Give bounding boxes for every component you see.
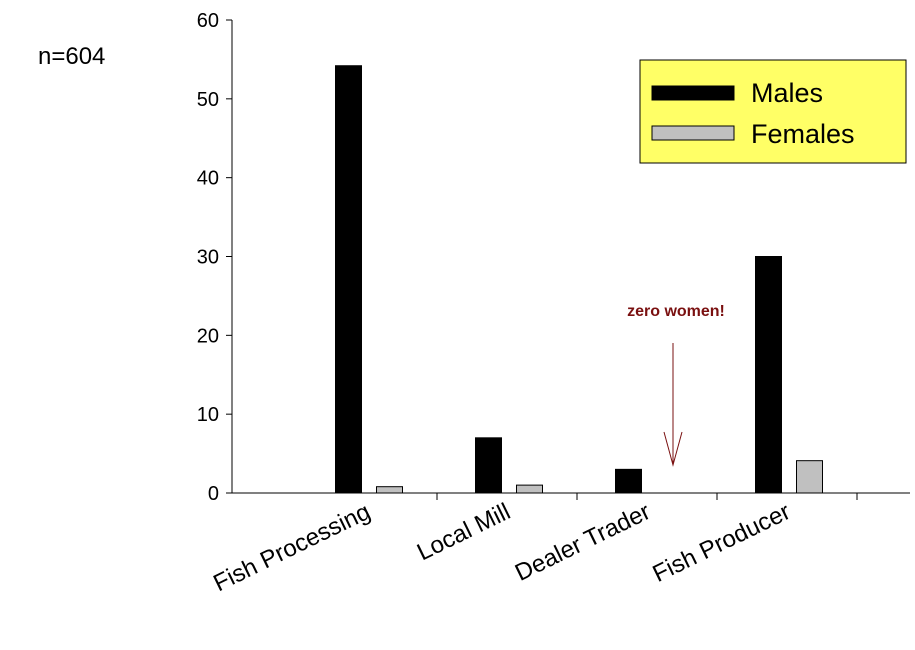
x-tick-label-local-mill: Local Mill bbox=[413, 498, 515, 566]
bar-males-fish-producer bbox=[755, 256, 782, 494]
annotation-arrow-head bbox=[663, 431, 683, 467]
x-tick-label-fish-producer: Fish Producer bbox=[649, 498, 795, 588]
y-tick-label-40: 40 bbox=[197, 168, 219, 190]
legend-box bbox=[639, 59, 907, 164]
y-tick-label-0: 0 bbox=[208, 483, 219, 505]
legend: Males Females bbox=[639, 59, 907, 164]
legend-label-males: Males bbox=[751, 78, 823, 108]
x-tick-label-dealer-trader: Dealer Trader bbox=[511, 498, 655, 587]
bar-males-dealer-trader bbox=[615, 468, 642, 494]
bar-females-fish-processing bbox=[376, 486, 403, 494]
annotation: zero women! bbox=[627, 303, 725, 467]
bar-males-local-mill bbox=[475, 437, 502, 494]
bar-females-fish-producer bbox=[796, 460, 823, 494]
y-tick-label-20: 20 bbox=[197, 325, 219, 347]
x-tick-label-fish-processing: Fish Processing bbox=[209, 498, 374, 597]
bar-males-fish-processing bbox=[335, 65, 362, 494]
annotation-text: zero women! bbox=[627, 303, 725, 320]
y-tick-label-10: 10 bbox=[197, 404, 219, 426]
bar-females-local-mill bbox=[516, 484, 543, 494]
legend-label-females: Females bbox=[751, 119, 855, 149]
bars bbox=[335, 65, 858, 500]
y-tick-label-30: 30 bbox=[197, 247, 219, 269]
y-ticks: 0 10 20 30 40 50 60 bbox=[197, 10, 232, 505]
sample-size-note: n=604 bbox=[38, 43, 105, 70]
legend-swatch-females bbox=[651, 125, 735, 141]
y-tick-label-60: 60 bbox=[197, 10, 219, 32]
legend-swatch-males bbox=[651, 85, 735, 101]
y-tick-label-50: 50 bbox=[197, 89, 219, 111]
